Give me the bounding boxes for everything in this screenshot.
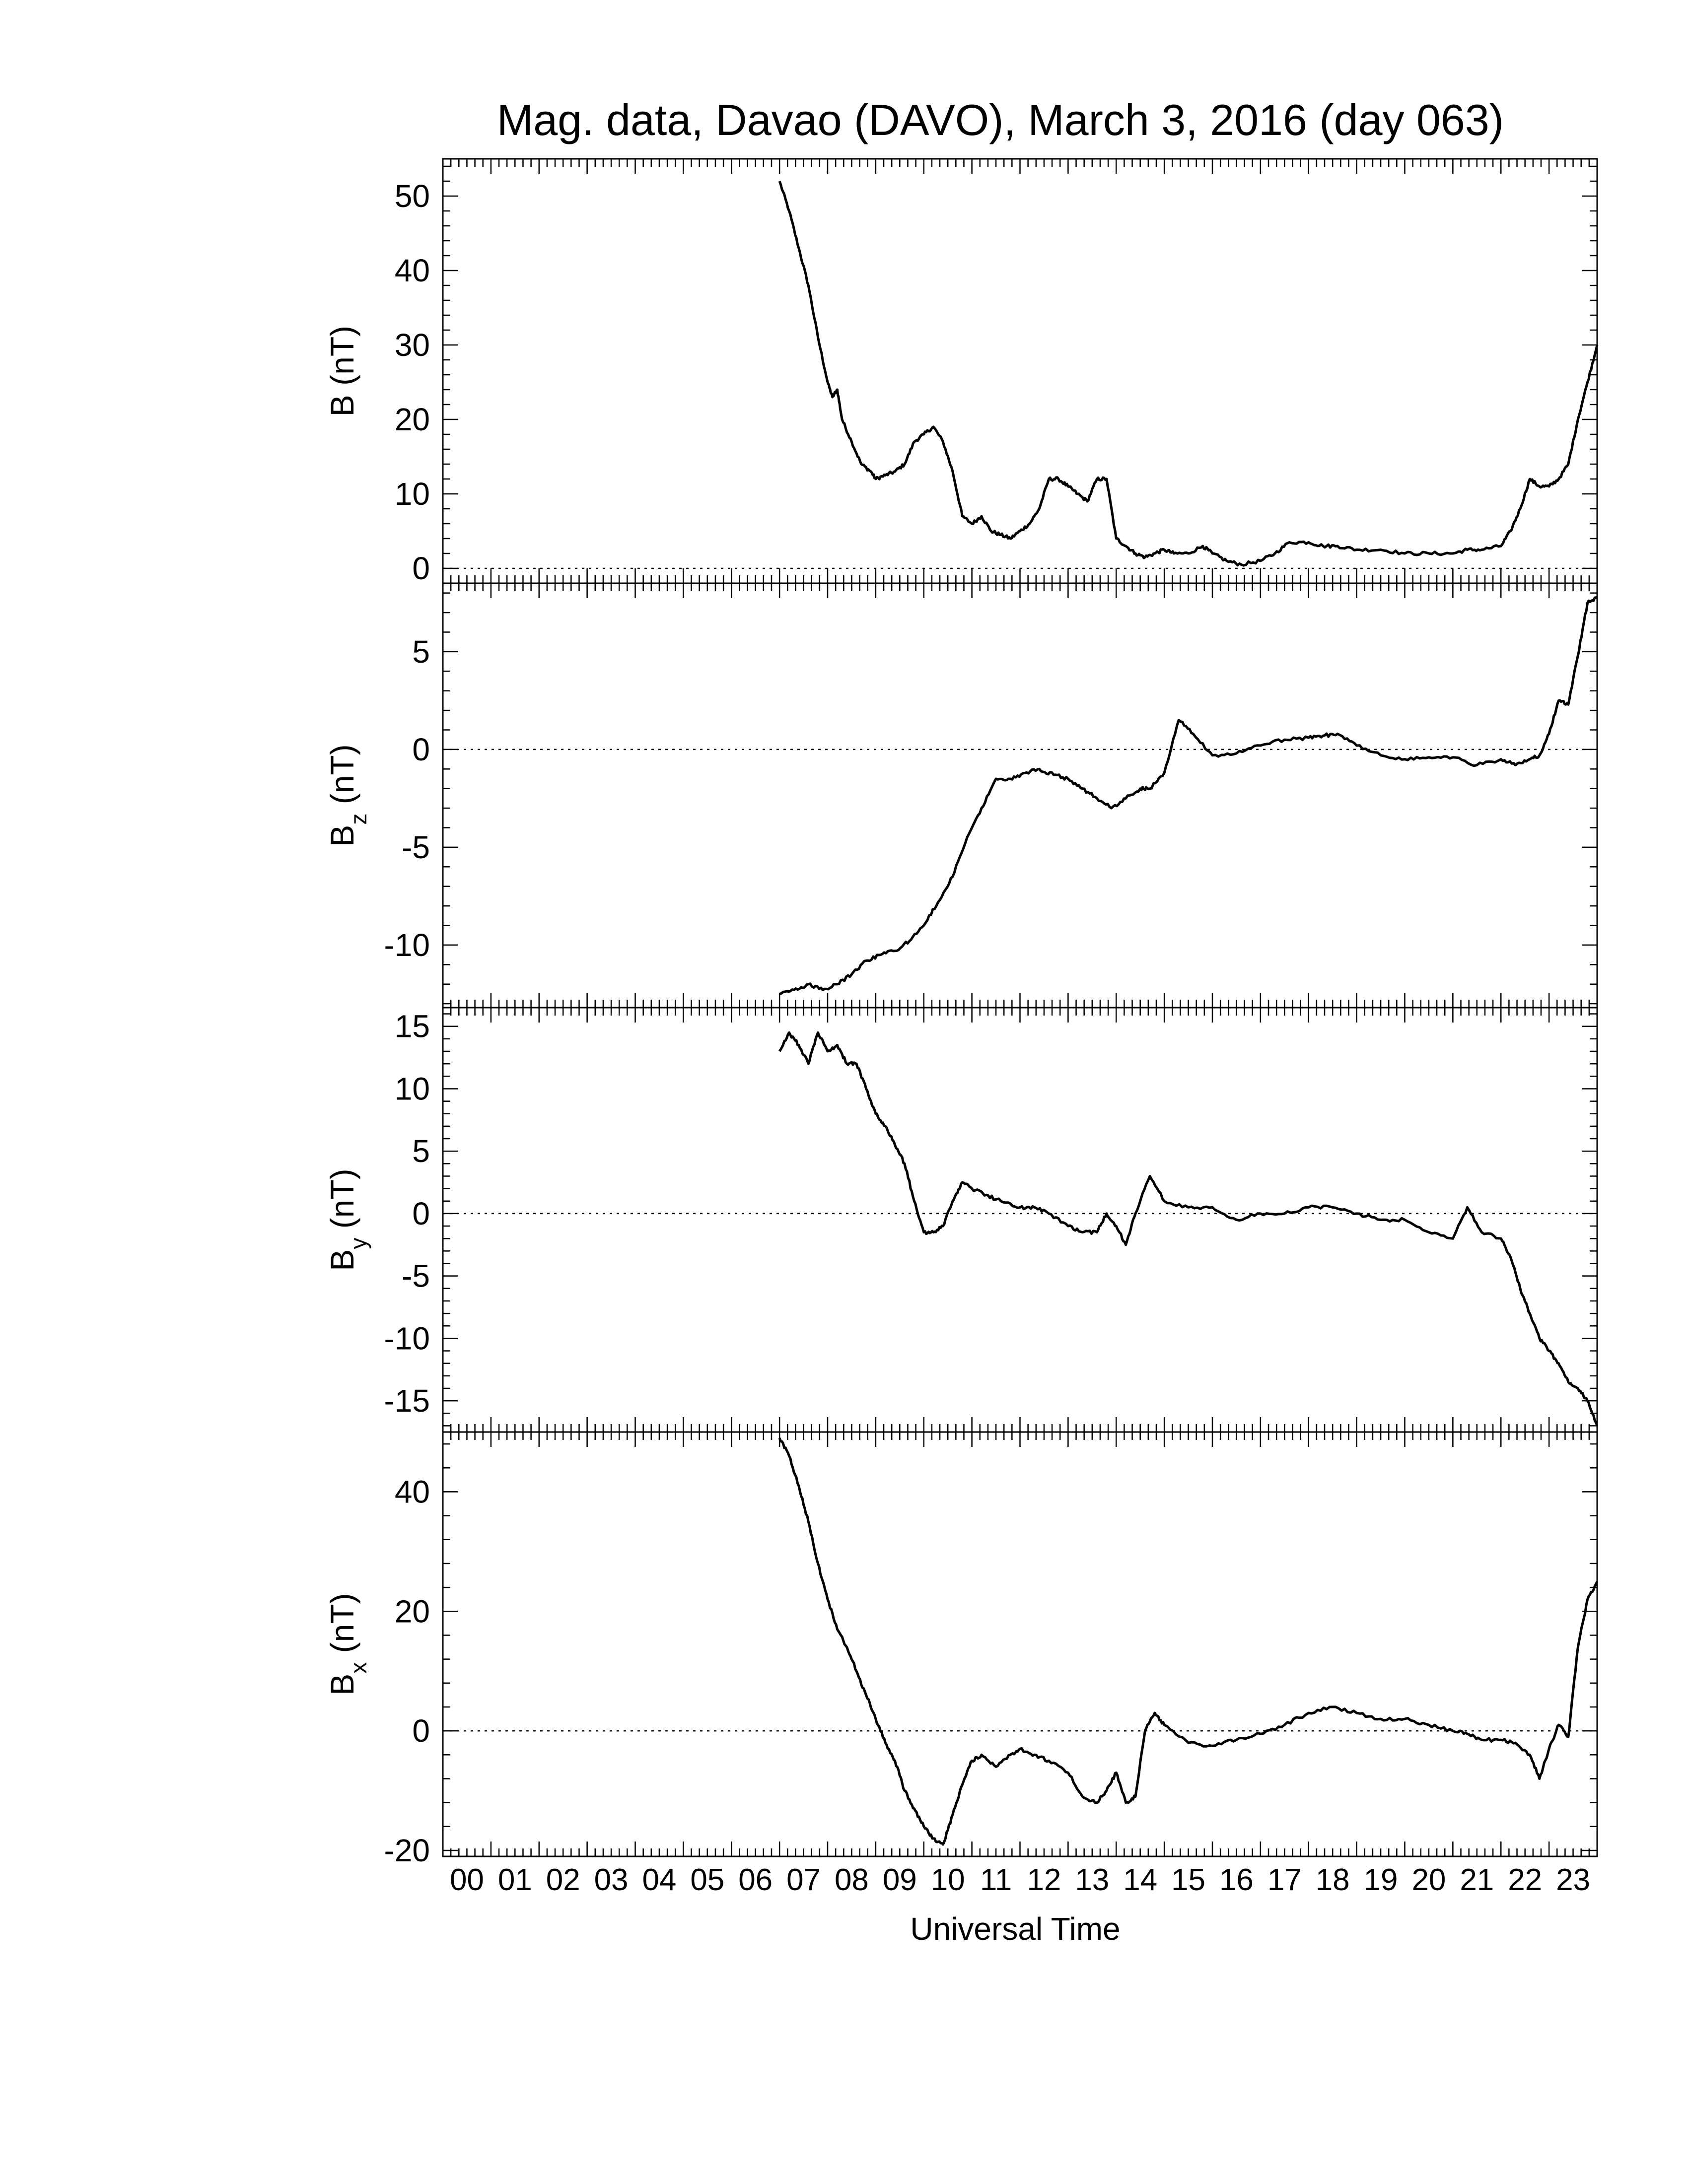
- y-tick-label: -15: [384, 1383, 430, 1419]
- series-line-Bz: [779, 596, 1598, 995]
- y-tick-label: 0: [412, 1713, 430, 1749]
- y-axis-label-subscript: x: [346, 1662, 371, 1674]
- x-tick-label: 10: [931, 1863, 965, 1897]
- y-axis-label-unit: (nT): [324, 1593, 360, 1662]
- x-tick-label: 11: [980, 1863, 1012, 1897]
- y-tick-label: 50: [395, 178, 430, 214]
- y-tick-label: 40: [395, 253, 430, 288]
- panel-Bx: -20 0 20 40 Bx (nT): [324, 1431, 1599, 1868]
- x-tick-label: 13: [1075, 1863, 1109, 1897]
- panel-frame: [442, 158, 1598, 584]
- y-tick-label: 10: [395, 1071, 430, 1106]
- x-tick-label: 14: [1123, 1863, 1157, 1897]
- x-tick-label: 15: [1171, 1863, 1205, 1897]
- y-tick-label: 5: [412, 1133, 430, 1169]
- y-tick-label: 20: [395, 402, 430, 437]
- x-tick-label: 04: [642, 1863, 676, 1897]
- x-tick-label: 00: [450, 1863, 484, 1897]
- chart-title: Mag. data, Davao (DAVO), March 3, 2016 (…: [497, 95, 1504, 144]
- y-tick-label: 10: [395, 476, 430, 512]
- x-tick-label: 03: [594, 1863, 629, 1897]
- y-tick-label: -5: [402, 829, 430, 865]
- y-axis-label: Bz (nT): [324, 744, 371, 846]
- y-axis-label-subscript: z: [346, 814, 371, 825]
- y-axis-label: Bx (nT): [324, 1593, 371, 1695]
- panel-frame: [442, 1431, 1598, 1857]
- y-tick-label: -20: [384, 1833, 430, 1868]
- x-tick-label: 19: [1364, 1863, 1398, 1897]
- x-tick-label: 18: [1316, 1863, 1350, 1897]
- x-tick-label: 06: [738, 1863, 773, 1897]
- x-tick-label: 02: [546, 1863, 580, 1897]
- x-tick-label: 17: [1267, 1863, 1302, 1897]
- x-tick-label: 12: [1027, 1863, 1061, 1897]
- x-tick-label: 23: [1556, 1863, 1590, 1897]
- x-tick-label: 20: [1411, 1863, 1446, 1897]
- x-tick-label: 08: [835, 1863, 869, 1897]
- y-tick-label: -10: [384, 927, 430, 963]
- panel-B: 0 10 20 30 40 50 B (nT): [324, 158, 1599, 586]
- x-tick-label: 07: [786, 1863, 821, 1897]
- y-axis-label: B (nT): [324, 326, 360, 416]
- y-axis-label-main: B: [324, 395, 360, 416]
- x-tick-label: 21: [1460, 1863, 1494, 1897]
- y-tick-label: 15: [395, 1009, 430, 1044]
- series-line-B: [778, 181, 1599, 567]
- x-axis-label: Universal Time: [910, 1911, 1120, 1947]
- x-tick-label: 09: [883, 1863, 917, 1897]
- y-axis-label-subscript: y: [346, 1238, 371, 1249]
- x-tick-label: 05: [690, 1863, 724, 1897]
- y-axis-label: By (nT): [324, 1168, 371, 1271]
- y-tick-label: 0: [412, 1196, 430, 1231]
- panel-Bz: -10 -5 0 5 Bz (nT): [324, 582, 1598, 1009]
- panel-By: -15 -10 -5 0 5 10 15 By (nT): [324, 1007, 1599, 1433]
- series-line-Bx: [778, 1437, 1599, 1846]
- y-tick-label: 40: [395, 1474, 430, 1509]
- y-axis-label-unit: (nT): [324, 744, 360, 813]
- y-tick-label: 0: [412, 550, 430, 586]
- panel-frame: [442, 582, 1598, 1009]
- y-tick-label: -10: [384, 1320, 430, 1356]
- x-tick-label: 16: [1219, 1863, 1254, 1897]
- y-axis-label-unit: (nT): [324, 326, 360, 395]
- panel-frame: [442, 1007, 1598, 1433]
- x-tick-label: 01: [498, 1863, 532, 1897]
- y-axis-label-main: B: [324, 1249, 360, 1271]
- y-axis-label-main: B: [324, 1674, 360, 1696]
- y-tick-label: 0: [412, 732, 430, 767]
- y-tick-label: -5: [402, 1258, 430, 1294]
- y-axis-label-main: B: [324, 825, 360, 847]
- y-axis-label-unit: (nT): [324, 1168, 360, 1237]
- x-tick-labels: 00 01 02 03 04 05 06 07 08 09 10 11 12 13 14 15 16 17 18 19…: [450, 1863, 1590, 1897]
- x-tick-label: 22: [1508, 1863, 1542, 1897]
- y-tick-label: 30: [395, 327, 430, 363]
- y-tick-label: 5: [412, 634, 430, 670]
- y-tick-label: 20: [395, 1593, 430, 1629]
- series-line-By: [778, 1031, 1599, 1427]
